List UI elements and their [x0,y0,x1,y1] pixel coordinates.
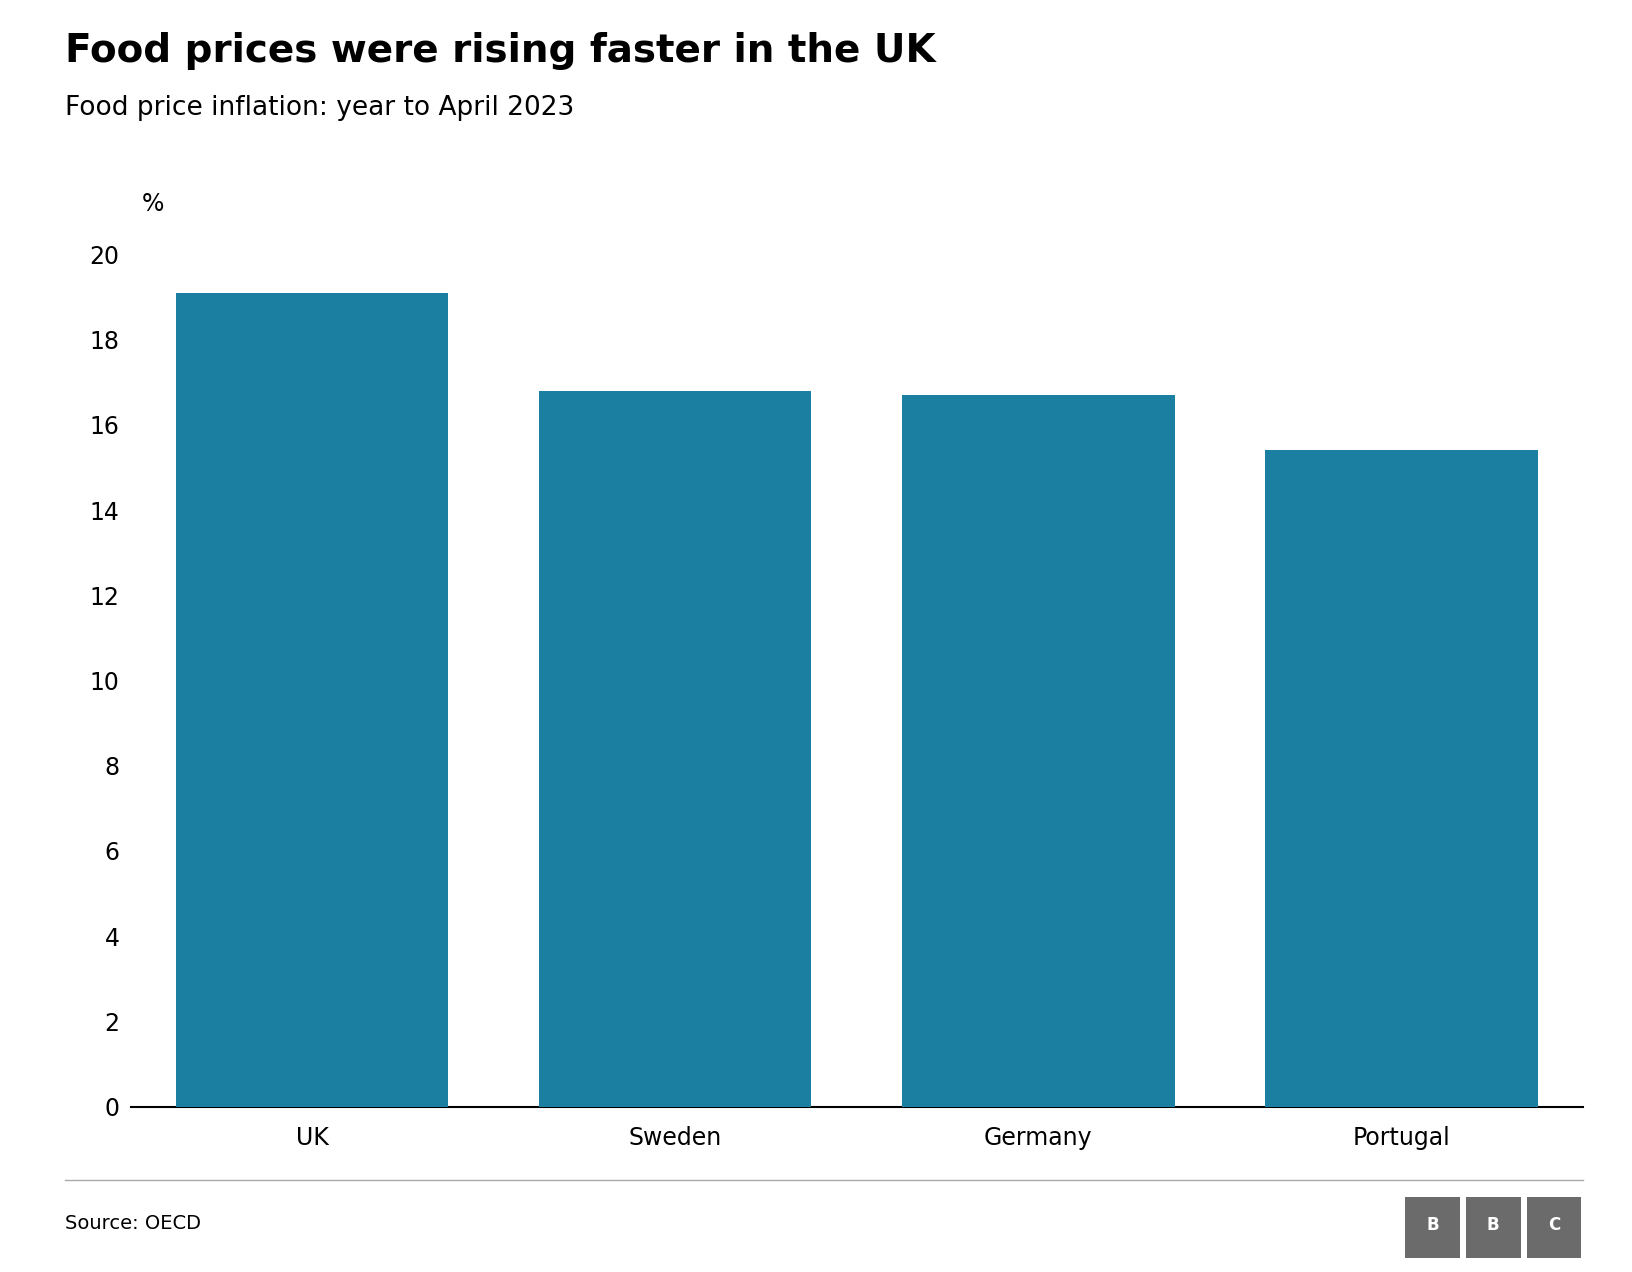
Text: B: B [1487,1216,1500,1234]
FancyBboxPatch shape [1526,1197,1581,1258]
Bar [539,391,811,1107]
Bar [902,396,1175,1107]
Text: Food prices were rising faster in the UK: Food prices were rising faster in the UK [65,32,935,70]
Text: %: % [142,192,163,216]
FancyBboxPatch shape [1405,1197,1461,1258]
Text: B: B [1426,1216,1439,1234]
FancyBboxPatch shape [1466,1197,1521,1258]
Text: Food price inflation: year to April 2023: Food price inflation: year to April 2023 [65,95,574,121]
Text: Source: OECD: Source: OECD [65,1215,201,1233]
Bar [1265,450,1537,1107]
Text: C: C [1547,1216,1560,1234]
Bar [176,293,449,1107]
